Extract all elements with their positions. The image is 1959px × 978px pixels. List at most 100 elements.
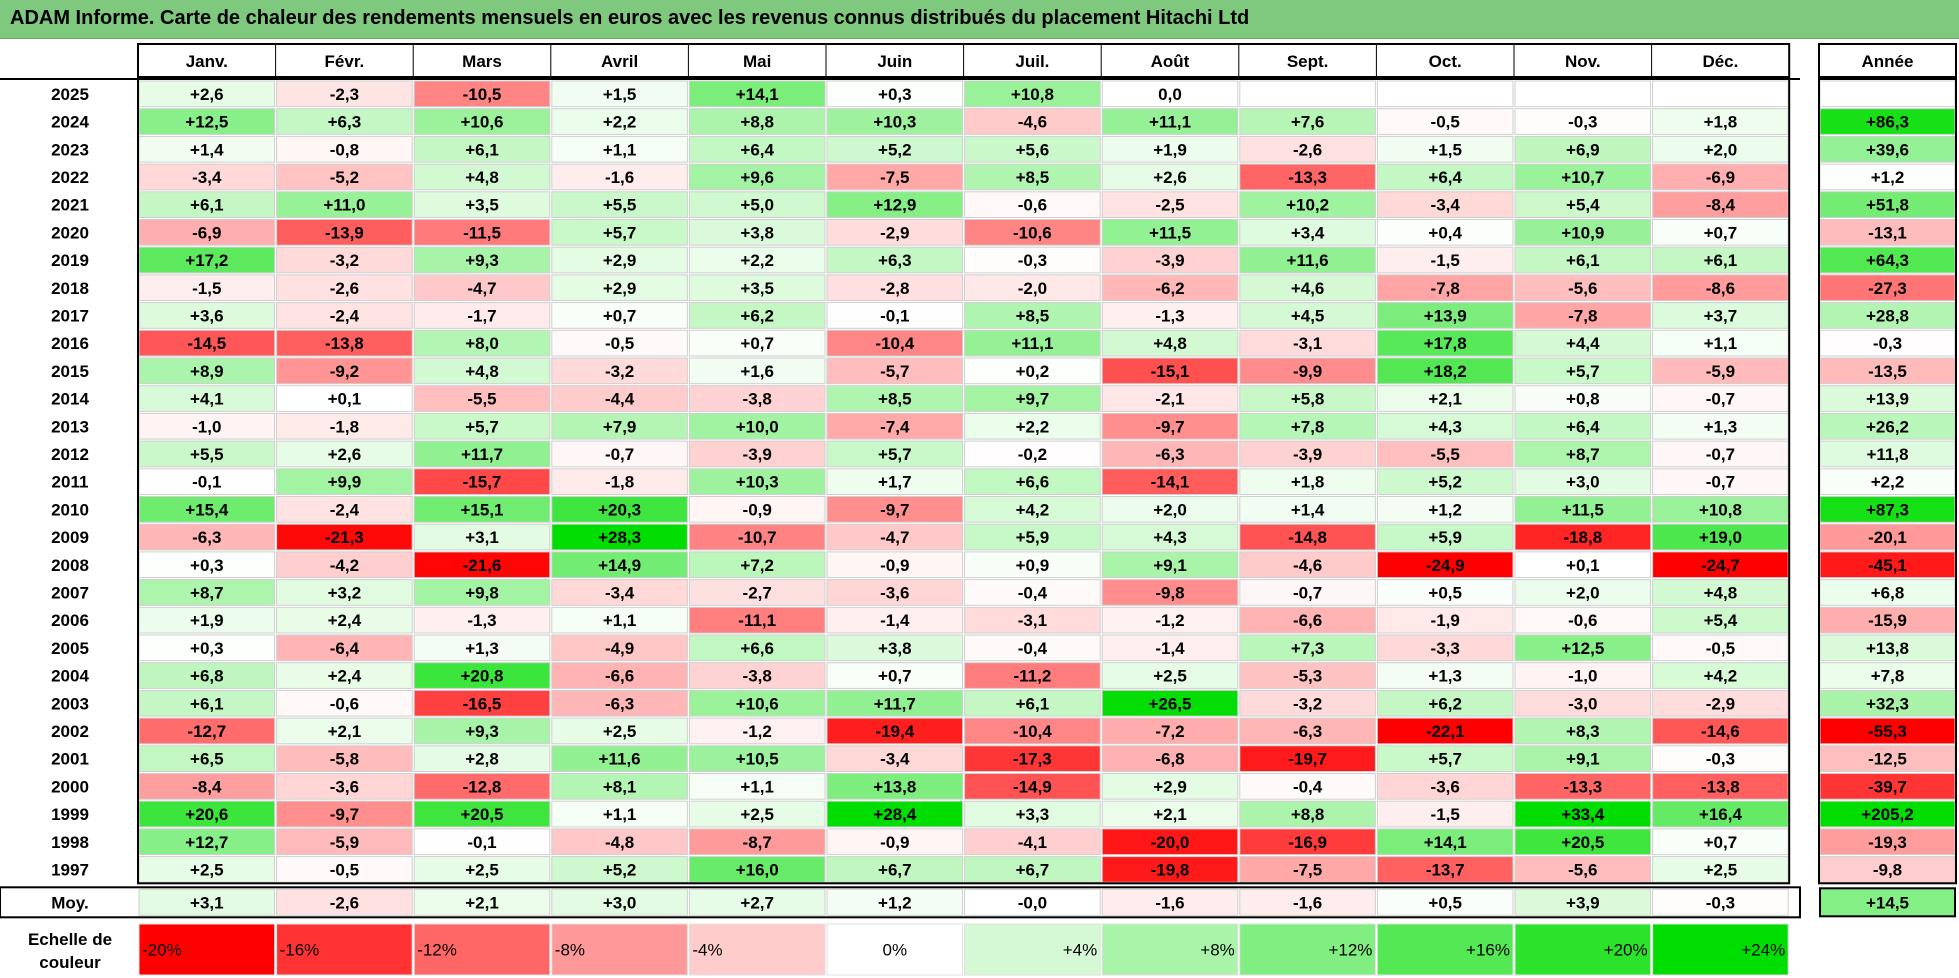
cell-value: +17,8: [1424, 334, 1467, 353]
cell-value: +9,1: [1153, 556, 1187, 575]
heat-cell: [551, 551, 688, 579]
heat-cell: [276, 579, 413, 606]
scale-swatch: [138, 923, 276, 976]
year-label-2023: 2023: [51, 140, 89, 159]
heat-cell: [413, 246, 551, 274]
cell-value: +4,8: [1153, 334, 1187, 353]
cell-value: +20,6: [185, 805, 228, 824]
cell-value: +4,8: [465, 362, 499, 381]
heat-cell: [413, 302, 551, 329]
heat-cell: [413, 412, 551, 440]
cell-value: -1,2: [743, 722, 772, 741]
cell-value: +4,8: [1704, 583, 1738, 602]
cell-value: -5,9: [1706, 362, 1735, 381]
heat-cell: [688, 385, 826, 412]
cell-value: +8,5: [878, 390, 912, 409]
scale-swatch: [1514, 923, 1652, 976]
cell-value: -7,5: [880, 168, 909, 187]
annual-cell: [1819, 745, 1956, 772]
heat-cell: [826, 302, 964, 329]
heat-cell: [964, 246, 1101, 274]
year-label-2008: 2008: [51, 556, 89, 575]
heat-cell: [1514, 717, 1652, 745]
heat-cell: [1652, 274, 1789, 302]
heat-cell: [551, 135, 688, 163]
cell-value: +13,8: [873, 777, 916, 796]
cell-value: -5,6: [1568, 279, 1597, 298]
cell-value: -0,6: [1568, 611, 1597, 630]
cell-value: +1,6: [740, 362, 774, 381]
heat-cell: [551, 246, 688, 274]
cell-value: +2,6: [190, 85, 224, 104]
cell-value: -2,4: [330, 306, 360, 325]
heat-cell: [1376, 191, 1514, 219]
heat-cell: [1514, 329, 1652, 357]
month-header-11: Nov.: [1565, 52, 1601, 71]
heat-cell: [1101, 412, 1239, 440]
heat-cell: [1652, 800, 1789, 828]
heat-cell: [551, 274, 688, 302]
heat-cell: [688, 219, 826, 246]
cell-value: -2,3: [330, 85, 359, 104]
month-header-10: Oct.: [1429, 52, 1462, 71]
cell-value: -0,9: [880, 556, 909, 575]
heat-cell: [1514, 523, 1652, 551]
heat-cell: [276, 856, 413, 883]
heat-cell: [688, 329, 826, 357]
heat-cell: [551, 828, 688, 856]
heat-cell: [276, 246, 413, 274]
heat-cell: [551, 745, 688, 772]
cell-value: -0,2: [1018, 445, 1047, 464]
heat-cell: [413, 385, 551, 412]
cell-value: +6,9: [1566, 140, 1600, 159]
year-label-2015: 2015: [51, 362, 89, 381]
annual-cell: [1819, 579, 1956, 606]
cell-value: +5,8: [1291, 390, 1325, 409]
cell-value: -14,5: [187, 334, 226, 353]
cell-value: +3,4: [1291, 223, 1325, 242]
heat-cell: [1239, 468, 1376, 495]
cell-value: -0,7: [605, 445, 634, 464]
heat-cell: [1652, 579, 1789, 606]
heat-cell: [826, 800, 964, 828]
annual-cell: [1819, 606, 1956, 634]
heat-cell: [1101, 773, 1239, 800]
heat-cell: [688, 551, 826, 579]
heat-cell: [1514, 80, 1652, 108]
cell-value: -4,8: [605, 833, 634, 852]
heat-cell: [1239, 773, 1376, 800]
cell-value: -9,7: [1155, 417, 1184, 436]
heat-cell: [1239, 828, 1376, 856]
year-label-2019: 2019: [51, 251, 89, 270]
cell-value: +1,4: [1291, 500, 1325, 519]
cell-value: +2,2: [1016, 417, 1050, 436]
cell-value: -7,2: [1155, 722, 1184, 741]
heat-cell: [1101, 523, 1239, 551]
cell-value: +14,1: [736, 85, 779, 104]
cell-value: +3,2: [328, 583, 362, 602]
month-header-12: Déc.: [1702, 52, 1738, 71]
cell-value: -21,6: [463, 556, 502, 575]
cell-value: -6,4: [330, 639, 360, 658]
cell-value: +1,1: [603, 140, 637, 159]
heat-cell: [1101, 246, 1239, 274]
heat-cell: [276, 329, 413, 357]
heat-cell: [413, 579, 551, 606]
cell-value: -0,5: [605, 334, 634, 353]
heat-cell: [826, 856, 964, 883]
scale-stop-label: +20%: [1604, 941, 1648, 960]
cell-value: +2,9: [603, 251, 637, 270]
heat-cell: [1514, 579, 1652, 606]
cell-value: +8,8: [1291, 805, 1325, 824]
annual-value: -19,3: [1868, 833, 1907, 852]
cell-value: +8,7: [190, 583, 224, 602]
heat-cell: [276, 163, 413, 191]
heat-cell: [1239, 496, 1376, 523]
cell-value: +10,0: [736, 417, 779, 436]
year-label-2025: 2025: [51, 85, 89, 104]
cell-value: -1,8: [605, 473, 634, 492]
cell-value: +11,5: [1149, 223, 1191, 242]
cell-value: +0,7: [878, 667, 912, 686]
cell-value: +16,0: [736, 860, 779, 879]
heat-cell: [1514, 745, 1652, 772]
